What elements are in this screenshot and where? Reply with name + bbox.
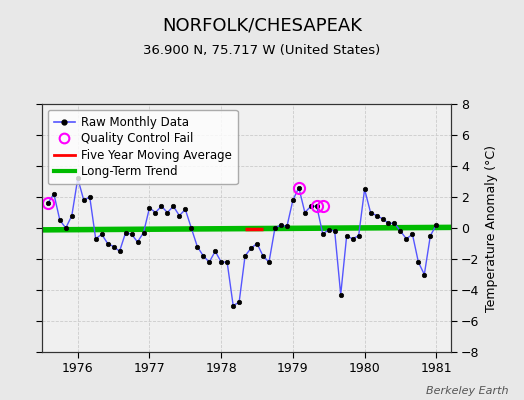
Y-axis label: Temperature Anomaly (°C): Temperature Anomaly (°C) [485, 144, 498, 312]
Text: NORFOLK/CHESAPEAK: NORFOLK/CHESAPEAK [162, 16, 362, 34]
Text: Berkeley Earth: Berkeley Earth [426, 386, 508, 396]
Legend: Raw Monthly Data, Quality Control Fail, Five Year Moving Average, Long-Term Tren: Raw Monthly Data, Quality Control Fail, … [48, 110, 238, 184]
Text: 36.900 N, 75.717 W (United States): 36.900 N, 75.717 W (United States) [144, 44, 380, 57]
